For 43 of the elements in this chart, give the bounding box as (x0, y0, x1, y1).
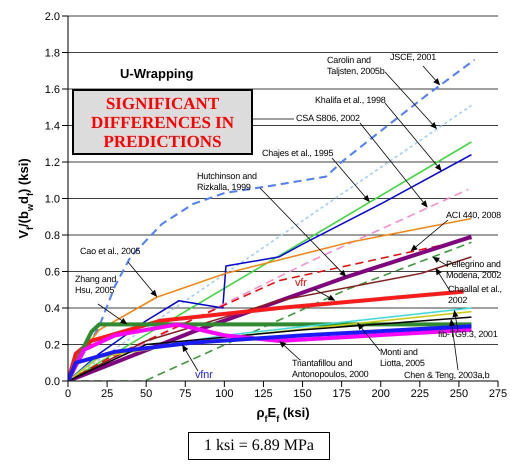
y-tick-label: 0.8 (44, 230, 60, 242)
y-tick-label: 0.2 (44, 339, 60, 352)
annotation: Chaallal et al., 2002 (448, 284, 502, 305)
x-tick-label: 100 (215, 388, 234, 400)
annotation: CSA S806, 2002 (296, 113, 360, 123)
annotation: JSCE, 2001 (390, 52, 436, 62)
annotation: Monti and Liotta, 2005 (380, 347, 425, 368)
annotation: Pellegrino and Modena, 2002 (446, 259, 502, 280)
annotation: Chajes et al., 1995 (262, 148, 334, 158)
x-tick-label: 275 (488, 388, 508, 400)
note-box: 1 ksi = 6.89 MPa (188, 432, 330, 460)
x-tick-label: 75 (179, 388, 192, 400)
annotation: Carolin and Taljsten, 2005b (327, 55, 385, 76)
text: U-Wrapping (120, 66, 194, 81)
x-tick-label: 250 (450, 388, 468, 400)
x-tick-label: 150 (293, 388, 312, 400)
annotation: vfr (295, 277, 307, 289)
annotation: Triantafillou and Antonopoulos, 2000 (292, 358, 368, 379)
annotation: Zhang and Hsu, 2005 (75, 274, 116, 295)
x-tick-label: 0 (64, 388, 72, 400)
annotation: vfnr (195, 369, 213, 381)
y-tick-label: 1.8 (44, 47, 60, 60)
x-tick-label: 225 (410, 388, 429, 400)
x-tick-label: 50 (140, 388, 152, 400)
x-tick-label: 125 (254, 388, 273, 400)
annotation: ACI 440, 2008 (446, 210, 501, 220)
x-tick-label: 200 (372, 388, 390, 400)
y-tick-label: 0.0 (44, 376, 60, 388)
annotation: Chen & Teng, 2003a,b (404, 370, 490, 380)
annotation: Khalifa et al., 1998 (315, 95, 386, 105)
annotation: Hutchinson and Rizkalla, 1999 (197, 171, 257, 192)
x-axis-title: ρ$_{f}$E$_{f}$ (ksi) (256, 405, 310, 424)
y-tick-label: 1.6 (44, 84, 60, 96)
annotation: SIGNIFICANT DIFFERENCES IN PREDICTIONS (90, 94, 236, 150)
y-tick-label: 1.0 (44, 193, 60, 206)
x-tick-label: 175 (332, 388, 351, 400)
y-tick-label: 2.0 (44, 10, 60, 23)
y-tick-label: 0.6 (44, 266, 60, 278)
y-tick-label: 1.2 (44, 156, 60, 169)
y-tick-label: 0.4 (44, 302, 60, 315)
x-tick-label: 25 (100, 388, 114, 400)
callout-box: SIGNIFICANT DIFFERENCES IN PREDICTIONS (72, 89, 253, 155)
y-tick-label: 1.4 (44, 120, 60, 132)
